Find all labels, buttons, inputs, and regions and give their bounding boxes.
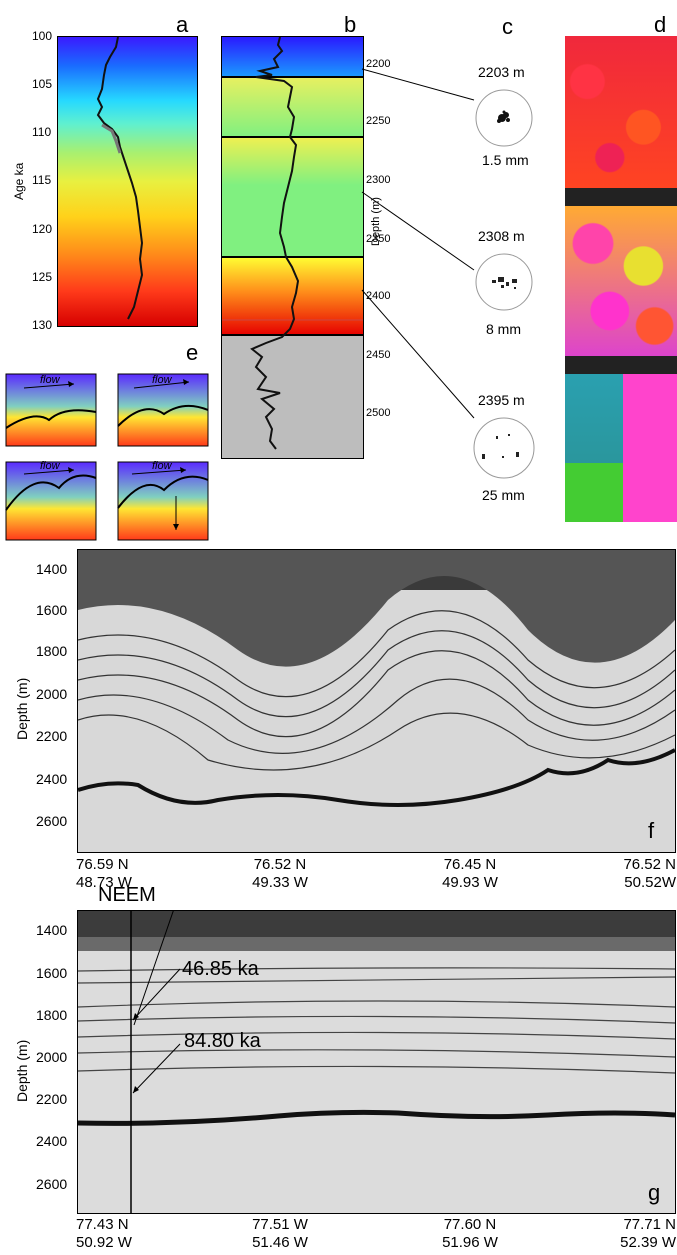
- site-label: NEEM: [98, 884, 156, 906]
- flow-label: flow: [152, 374, 172, 386]
- panel-f-tick: 1400: [36, 561, 68, 577]
- panel-g-tick: 2600: [36, 1176, 68, 1192]
- panel-f-tick: 2000: [36, 686, 68, 702]
- panel-f-tick: 2200: [36, 728, 68, 744]
- panel-b-curve: [222, 37, 363, 450]
- sample-depth: 2308 m: [478, 228, 525, 244]
- panel-a-tick: 115: [32, 173, 52, 187]
- layer-age-label: 84.80 ka: [184, 1030, 261, 1052]
- panel-a-plot: [57, 36, 198, 327]
- grain-thin-section: [475, 253, 533, 311]
- panel-b-tick: 2300: [366, 174, 391, 186]
- panel-f-tick: 2600: [36, 813, 68, 829]
- grain-thin-section: [473, 417, 535, 479]
- panel-g-xtick: 77.71 N 52.39 W: [620, 1216, 676, 1251]
- panel-g-tick: 2000: [36, 1049, 68, 1065]
- panel-a-tick: 120: [32, 222, 53, 236]
- panel-g-radargram: [77, 910, 676, 1214]
- ebsd-map-top: [565, 36, 677, 188]
- ebsd-gap: [565, 188, 677, 206]
- panel-f-xtick: 76.45 N 49.93 W: [442, 856, 498, 891]
- panel-b-letter: b: [344, 12, 357, 37]
- panel-a-tick: 130: [32, 318, 53, 332]
- panel-g-xtick: 77.51 W 51.46 W: [252, 1216, 308, 1251]
- panel-g-xtick: 77.43 N 50.92 W: [76, 1216, 132, 1251]
- panel-b-tick: 2200: [366, 58, 391, 70]
- grain-thin-section: [475, 89, 533, 147]
- panel-b-tick: 2350: [366, 233, 391, 245]
- sketch-1: [5, 373, 97, 447]
- panel-a-tick: 110: [32, 125, 52, 139]
- sketch-3: [5, 461, 97, 541]
- panel-a-tick: 100: [32, 29, 53, 43]
- panel-a-tick: 125: [32, 270, 53, 284]
- panel-f-letter: f: [648, 818, 655, 843]
- panel-f-xtick: 76.59 N 48.73 W: [76, 856, 132, 891]
- fold-sketches: [5, 373, 209, 541]
- panel-g-tick: 1400: [36, 922, 68, 938]
- band-grey: [222, 335, 363, 458]
- flow-label: flow: [40, 460, 60, 472]
- panel-g-tick: 1600: [36, 965, 68, 981]
- panel-f-ylabel: Depth (m): [14, 677, 30, 740]
- radar-layers-f: [78, 550, 675, 807]
- layer-age-label: 46.85 ka: [182, 958, 259, 980]
- panel-g-tick: 2200: [36, 1091, 68, 1107]
- band-blue: [222, 37, 363, 77]
- panel-f-xtick: 76.52 N 50.52W: [623, 856, 676, 891]
- panel-f-radargram: [77, 549, 676, 853]
- sample-depth: 2203 m: [478, 64, 525, 80]
- panel-e-letter: e: [186, 340, 199, 365]
- panel-a-tick: 105: [32, 77, 53, 91]
- panel-b-tick: 2400: [366, 290, 391, 302]
- ebsd-gap: [565, 356, 677, 374]
- panel-b-tick: 2250: [366, 115, 391, 127]
- sketch-4: [117, 461, 209, 541]
- panel-d-letter: d: [654, 12, 667, 37]
- panel-b-tick: 2450: [366, 349, 391, 361]
- sample-size: 8 mm: [486, 321, 521, 337]
- panel-c-letter: c: [502, 14, 513, 39]
- panel-f-xtick: 76.52 N 49.33 W: [252, 856, 308, 891]
- panel-b-plot: [221, 36, 364, 459]
- sample-depth: 2395 m: [478, 392, 525, 408]
- flow-label: flow: [152, 460, 172, 472]
- panel-g-tick: 2400: [36, 1133, 68, 1149]
- panel-a-curve: [96, 37, 144, 320]
- panel-g-xtick: 77.60 N 51.96 W: [442, 1216, 498, 1251]
- panel-g-letter: g: [648, 1180, 661, 1205]
- sample-size: 25 mm: [482, 487, 525, 503]
- flow-label: flow: [40, 374, 60, 386]
- panel-f-tick: 1800: [36, 643, 68, 659]
- panel-f-tick: 2400: [36, 771, 68, 787]
- band-green-2: [222, 137, 363, 257]
- panel-b-tick: 2500: [366, 407, 391, 419]
- sketch-2: [117, 373, 209, 447]
- sample-size: 1.5 mm: [482, 152, 529, 168]
- panel-g-tick: 1800: [36, 1007, 68, 1023]
- radar-layers-g: [78, 911, 675, 1213]
- ebsd-map-middle: [565, 206, 677, 356]
- panel-g-ylabel: Depth (m): [14, 1039, 30, 1102]
- ebsd-map-bottom: [565, 374, 677, 522]
- panel-f-tick: 1600: [36, 602, 68, 618]
- connector-lines: [361, 68, 475, 419]
- panel-a-letter: a: [176, 12, 189, 37]
